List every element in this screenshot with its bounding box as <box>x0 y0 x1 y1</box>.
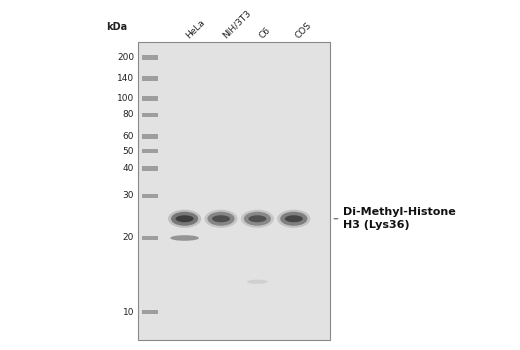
Ellipse shape <box>212 215 230 222</box>
Text: 30: 30 <box>123 191 134 201</box>
Text: 10: 10 <box>123 308 134 317</box>
Bar <box>142 96 158 101</box>
Bar <box>138 42 330 340</box>
Ellipse shape <box>176 215 193 222</box>
Ellipse shape <box>207 212 235 226</box>
Bar <box>142 236 158 240</box>
Text: kDa: kDa <box>107 21 127 31</box>
Bar <box>142 76 158 81</box>
Text: 140: 140 <box>117 74 134 83</box>
Ellipse shape <box>241 210 274 228</box>
Ellipse shape <box>285 215 303 222</box>
Text: 200: 200 <box>117 53 134 62</box>
Text: 60: 60 <box>123 132 134 141</box>
Bar <box>142 149 158 153</box>
Ellipse shape <box>204 210 238 228</box>
Text: 50: 50 <box>123 147 134 156</box>
Ellipse shape <box>244 212 271 226</box>
Bar <box>142 112 158 117</box>
Text: 20: 20 <box>123 233 134 243</box>
Text: HeLa: HeLa <box>185 18 207 40</box>
Ellipse shape <box>277 210 310 228</box>
Ellipse shape <box>168 210 201 228</box>
Bar <box>142 55 158 60</box>
Text: 80: 80 <box>123 110 134 119</box>
Bar <box>142 166 158 171</box>
Text: Di-Methyl-Histone
H3 (Lys36): Di-Methyl-Histone H3 (Lys36) <box>343 207 456 230</box>
Ellipse shape <box>280 212 307 226</box>
Text: 100: 100 <box>117 94 134 103</box>
Text: 40: 40 <box>123 164 134 173</box>
Ellipse shape <box>249 215 266 222</box>
Bar <box>142 194 158 198</box>
Text: NIH/3T3: NIH/3T3 <box>221 8 253 40</box>
Bar <box>142 310 158 314</box>
Bar <box>142 134 158 139</box>
Ellipse shape <box>247 280 268 284</box>
Text: C6: C6 <box>257 26 272 40</box>
Text: COS: COS <box>294 20 314 40</box>
Ellipse shape <box>170 235 199 241</box>
Ellipse shape <box>171 212 198 226</box>
